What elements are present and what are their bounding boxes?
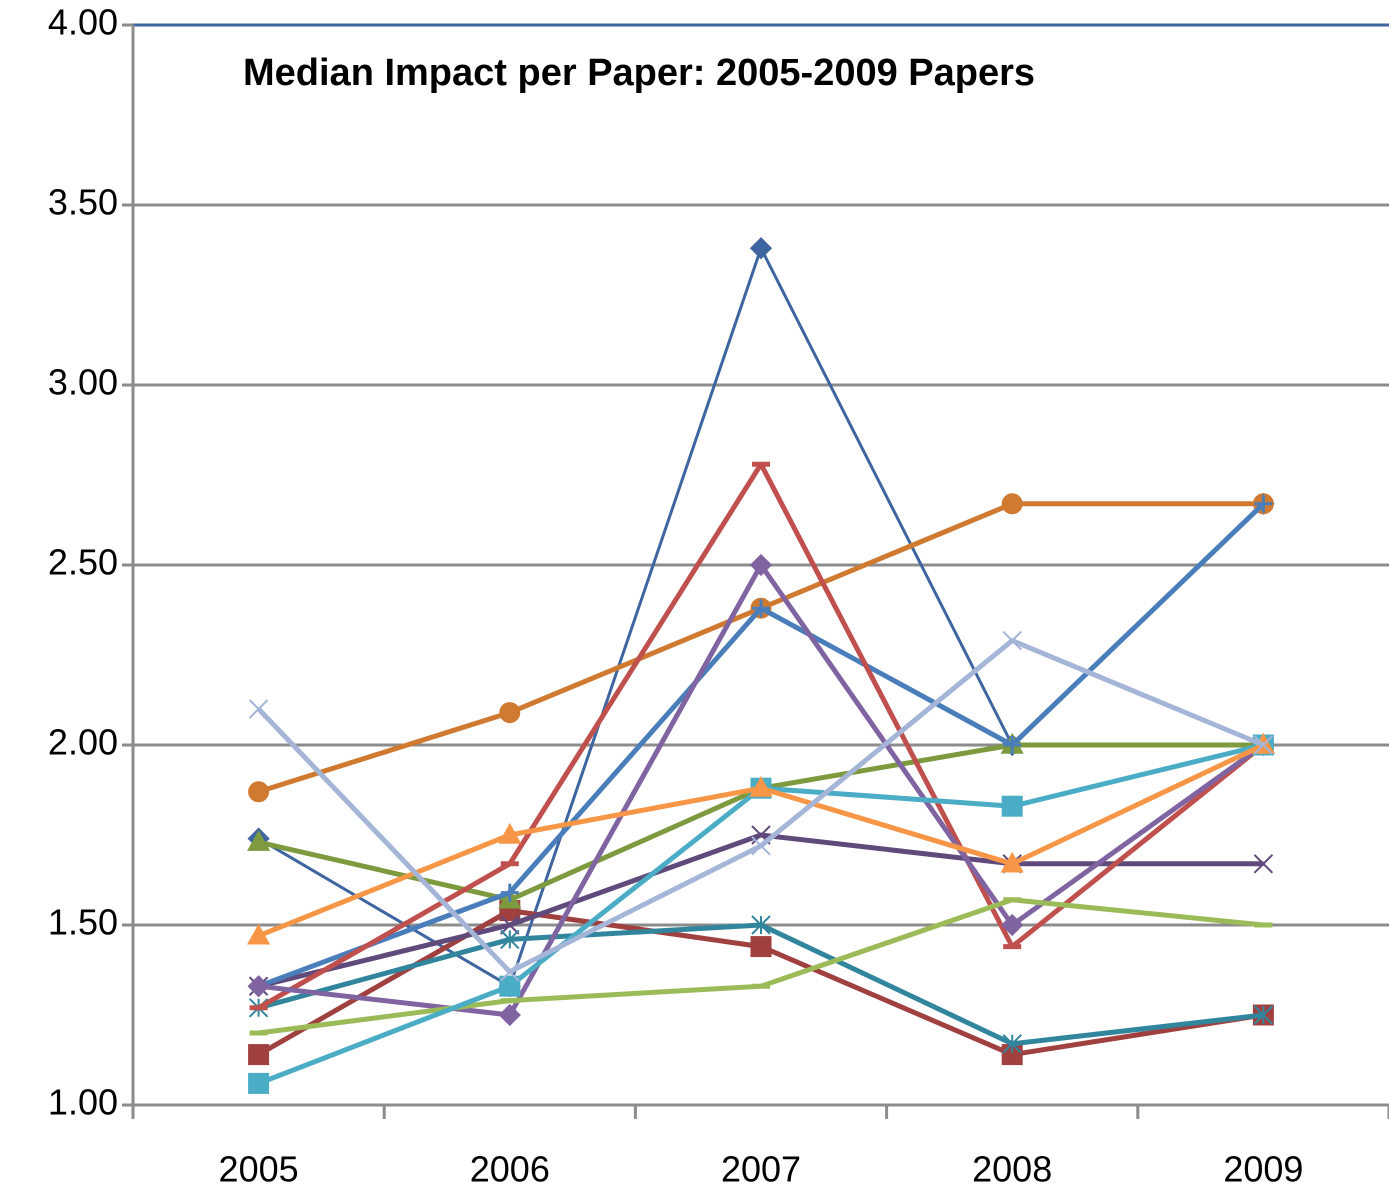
point [1002,630,1022,651]
x-tick-label: 2009 [1223,1149,1303,1190]
marker [247,830,271,851]
point [498,1003,521,1027]
x-tick-label: 2005 [219,1149,299,1190]
point [749,237,773,260]
point [752,599,770,618]
marker [1003,736,1022,754]
y-tick-label: 4.00 [48,2,118,43]
marker [1254,494,1273,513]
point [500,883,519,902]
y-tick-label: 3.00 [48,362,118,403]
point [248,1072,270,1094]
point [248,781,270,803]
point [1253,854,1274,874]
marker [751,915,771,935]
point [247,830,271,851]
point [1000,851,1024,873]
marker [1001,493,1023,515]
marker [749,553,773,577]
marker [1253,735,1274,755]
x-tick-label: 2008 [972,1149,1052,1190]
marker [247,975,270,998]
point [1001,913,1024,937]
y-tick-label: 3.50 [48,182,118,223]
marker [248,1044,270,1066]
point [751,915,771,935]
marker [499,702,521,724]
point [499,975,521,997]
marker [751,836,771,856]
point [1253,735,1274,755]
point [1253,1005,1274,1025]
chart-title: Median Impact per Paper: 2005-2009 Paper… [243,52,1035,94]
point [1001,795,1023,817]
y-tick-label: 2.00 [48,722,118,763]
x-tick-label: 2007 [721,1149,801,1190]
marker [500,883,519,902]
marker [248,1072,270,1094]
marker [500,962,520,982]
marker [500,929,520,950]
marker [750,936,772,958]
point [1003,736,1022,754]
marker [498,1003,521,1027]
marker [749,776,773,797]
marker [1000,851,1024,873]
point [750,936,772,958]
marker [500,915,520,935]
marker [248,699,269,719]
marker [248,781,270,803]
marker [498,822,522,844]
marker [499,975,521,997]
point [499,702,521,724]
marker [749,237,773,260]
marker [1001,913,1024,937]
x-tick-label: 2006 [470,1149,550,1190]
point [247,975,270,998]
point [749,553,773,577]
point [248,1044,270,1066]
point [1254,494,1273,513]
marker [247,923,271,945]
point [498,822,522,844]
point [247,923,271,945]
y-tick-label: 2.50 [48,542,118,583]
point [248,699,269,719]
point [1002,1034,1022,1054]
point [751,836,771,856]
marker [1001,795,1023,817]
marker [752,599,770,618]
y-tick-label: 1.50 [48,902,118,943]
series-line [257,742,1265,939]
point [500,929,520,950]
point [500,962,520,982]
marker [1002,1034,1022,1054]
marker [1253,1005,1274,1025]
point [500,915,520,935]
point [749,776,773,797]
y-tick-label: 1.00 [48,1082,118,1123]
point [1001,493,1023,515]
marker [1253,854,1274,874]
marker [1002,630,1022,651]
